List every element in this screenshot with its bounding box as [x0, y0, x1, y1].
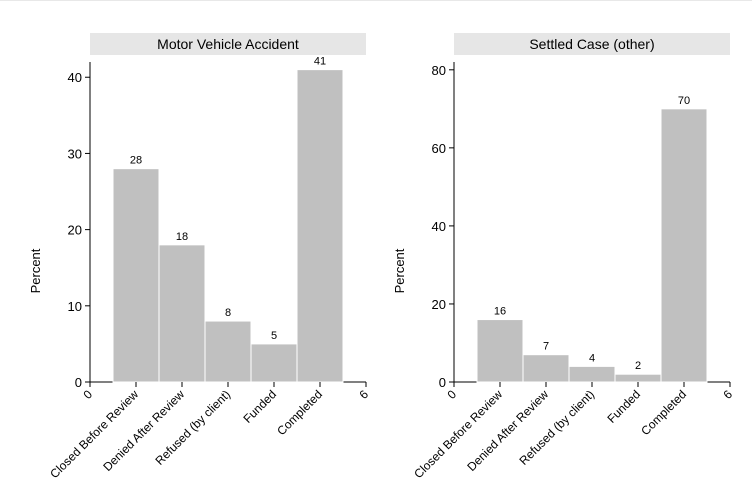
- panel-title-background: [90, 33, 366, 55]
- bar-denied-after-review: [522, 354, 570, 383]
- panel-title-background: [454, 33, 730, 55]
- bar-refused-by-client: [204, 320, 252, 383]
- data-label: 16: [494, 306, 506, 318]
- data-label-group: 28 18 8 5 41: [130, 56, 326, 342]
- bar-closed-before-review: [476, 319, 524, 383]
- y-tick-label: 30: [68, 146, 82, 161]
- bar-group: [112, 69, 344, 383]
- panel-motor-vehicle-accident: Motor Vehicle Accident Percent 28188541 …: [28, 33, 371, 481]
- y-tick-label: 0: [75, 375, 82, 390]
- y-axis-label: Percent: [28, 248, 43, 293]
- y-tick-label: 10: [68, 299, 82, 314]
- y-tick-label: 60: [432, 141, 446, 156]
- y-tick-label: 0: [439, 375, 446, 390]
- y-tick-group: 0 20 40 60 80: [432, 63, 454, 390]
- data-label: 2: [635, 360, 641, 372]
- bar-funded: [614, 373, 662, 383]
- bar-funded: [250, 343, 298, 383]
- y-tick-label: 20: [68, 223, 82, 238]
- data-label: 8: [225, 307, 231, 319]
- bar-group: [476, 108, 708, 383]
- bar-closed-before-review: [112, 168, 160, 383]
- data-label: 5: [271, 330, 277, 342]
- y-tick-group: 0 10 20 30 40: [68, 70, 90, 390]
- panel-title: Motor Vehicle Accident: [157, 36, 299, 52]
- y-tick-label: 80: [432, 63, 446, 78]
- y-tick-label: 20: [432, 297, 446, 312]
- y-axis-label: Percent: [392, 248, 407, 293]
- y-tick-label: 40: [68, 70, 82, 85]
- data-label: 18: [176, 231, 188, 243]
- data-label-group: 16 7 4 2 70: [494, 95, 690, 372]
- bar-refused-by-client: [568, 365, 616, 383]
- data-label: 7: [543, 341, 549, 353]
- panel-title: Settled Case (other): [529, 36, 654, 52]
- data-label: 70: [678, 95, 690, 107]
- data-label: 41: [314, 56, 326, 68]
- y-tick-label: 40: [432, 219, 446, 234]
- data-label: 28: [130, 155, 142, 167]
- bar-denied-after-review: [158, 244, 206, 383]
- data-label: 4: [589, 352, 595, 364]
- bar-completed: [296, 69, 344, 383]
- bar-completed: [660, 108, 708, 383]
